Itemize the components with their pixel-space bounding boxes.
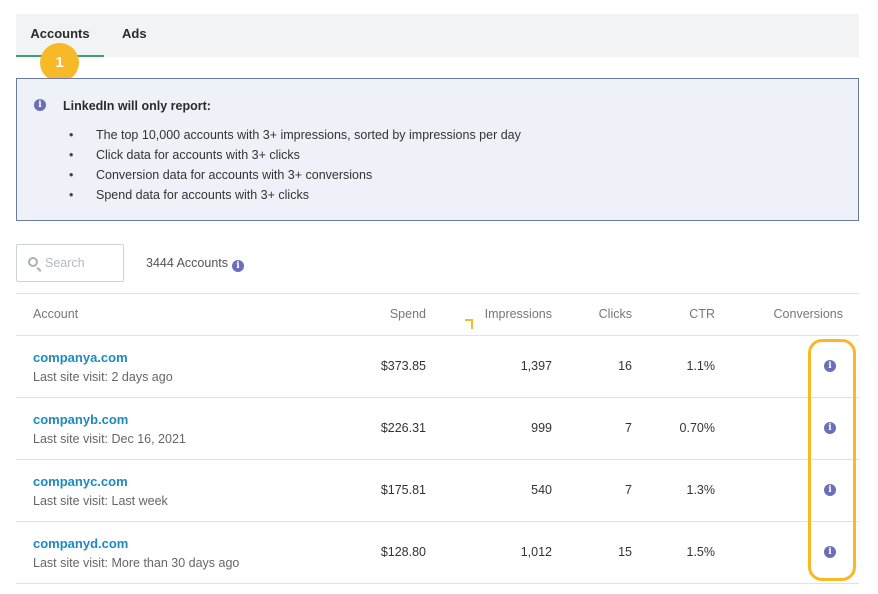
cursor-marker bbox=[465, 319, 473, 329]
account-count: 3444 Accounts i bbox=[146, 256, 245, 272]
clicks-value: 16 bbox=[618, 359, 632, 373]
ctr-value: 0.70% bbox=[679, 421, 715, 435]
spend-value: $175.81 bbox=[380, 483, 426, 497]
account-link[interactable]: companya.com bbox=[33, 350, 128, 365]
impressions-value: 1,012 bbox=[520, 545, 552, 559]
account-link[interactable]: companyc.com bbox=[33, 474, 128, 489]
list-item: • Click data for accounts with 3+ clicks bbox=[69, 148, 300, 162]
table-header: Account Spend Impressions Clicks CTR Con… bbox=[16, 293, 859, 336]
impressions-value: 1,397 bbox=[520, 359, 552, 373]
last-site-visit: Last site visit: Dec 16, 2021 bbox=[33, 432, 186, 446]
column-header-conversions[interactable]: Conversions bbox=[773, 307, 843, 321]
account-link[interactable]: companyb.com bbox=[33, 412, 129, 427]
column-header-clicks[interactable]: Clicks bbox=[598, 307, 632, 321]
search-icon bbox=[28, 257, 38, 267]
spend-value: $128.80 bbox=[380, 545, 426, 559]
last-site-visit: Last site visit: More than 30 days ago bbox=[33, 556, 240, 570]
last-site-visit: Last site visit: 2 days ago bbox=[33, 370, 173, 384]
spend-value: $373.85 bbox=[380, 359, 426, 373]
impressions-value: 540 bbox=[531, 483, 552, 497]
notice-title: LinkedIn will only report: bbox=[63, 99, 211, 113]
column-header-impressions[interactable]: Impressions bbox=[484, 307, 552, 321]
report-notice: i LinkedIn will only report: • The top 10… bbox=[16, 78, 859, 221]
conversions-highlight bbox=[808, 339, 856, 581]
spend-value: $226.31 bbox=[380, 421, 426, 435]
info-icon[interactable]: i bbox=[824, 360, 836, 372]
last-site-visit: Last site visit: Last week bbox=[33, 494, 168, 508]
column-header-ctr[interactable]: CTR bbox=[689, 307, 715, 321]
column-header-account[interactable]: Account bbox=[33, 307, 79, 321]
impressions-value: 999 bbox=[531, 421, 552, 435]
info-icon: i bbox=[34, 99, 46, 111]
tab-ads[interactable]: Ads bbox=[122, 26, 147, 41]
clicks-value: 7 bbox=[625, 421, 632, 435]
info-icon[interactable]: i bbox=[824, 484, 836, 496]
notice-list: • The top 10,000 accounts with 3+ impress… bbox=[69, 127, 521, 207]
list-item: • The top 10,000 accounts with 3+ impress… bbox=[69, 128, 521, 142]
accounts-table: Account Spend Impressions Clicks CTR Con… bbox=[16, 293, 859, 584]
table-row: companyd.com Last site visit: More than … bbox=[16, 522, 859, 584]
ctr-value: 1.3% bbox=[686, 483, 716, 497]
ctr-value: 1.5% bbox=[686, 545, 716, 559]
search-input[interactable] bbox=[45, 254, 115, 272]
step-badge: 1 bbox=[40, 43, 79, 82]
column-header-spend[interactable]: Spend bbox=[389, 307, 426, 321]
info-icon[interactable]: i bbox=[232, 260, 245, 272]
search-box[interactable] bbox=[16, 244, 124, 282]
info-icon[interactable]: i bbox=[824, 422, 836, 434]
clicks-value: 7 bbox=[625, 483, 632, 497]
account-link[interactable]: companyd.com bbox=[33, 536, 129, 551]
list-item: • Conversion data for accounts with 3+ co… bbox=[69, 168, 373, 182]
list-item: • Spend data for accounts with 3+ clicks bbox=[69, 188, 309, 202]
tab-bar: Accounts Ads bbox=[16, 14, 859, 57]
table-row: companyc.com Last site visit: Last week … bbox=[16, 460, 859, 522]
info-icon[interactable]: i bbox=[824, 546, 836, 558]
table-row: companya.com Last site visit: 2 days ago… bbox=[16, 336, 859, 398]
clicks-value: 15 bbox=[618, 545, 632, 559]
table-row: companyb.com Last site visit: Dec 16, 20… bbox=[16, 398, 859, 460]
ctr-value: 1.1% bbox=[686, 359, 716, 373]
